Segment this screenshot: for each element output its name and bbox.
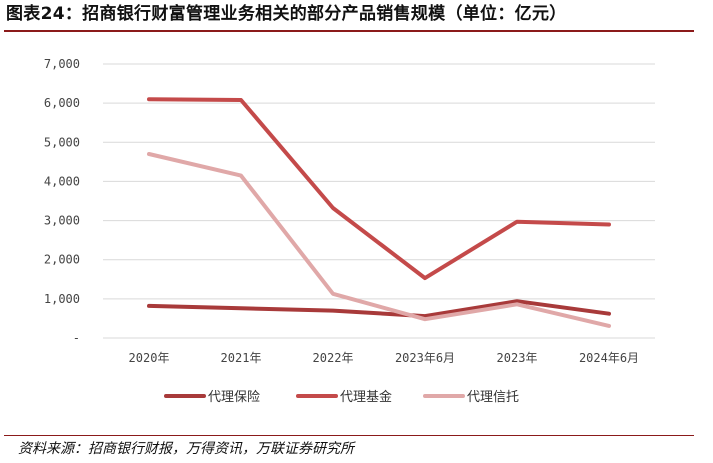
x-tick-label: 2021年 <box>221 351 262 365</box>
legend-label: 代理信托 <box>467 390 519 405</box>
y-tick-label: 4,000 <box>44 174 80 188</box>
title-rule <box>4 30 694 32</box>
y-tick-label: 7,000 <box>44 57 80 71</box>
legend-label: 代理保险 <box>208 390 260 405</box>
x-tick-label: 2023年6月 <box>395 351 455 365</box>
chart-title: 图表24：招商银行财富管理业务相关的部分产品销售规模（单位：亿元） <box>6 4 567 24</box>
series-line <box>147 299 611 319</box>
series-line <box>147 97 611 281</box>
x-tick-label: 2023年 <box>497 351 538 365</box>
source-rule <box>4 435 694 436</box>
x-tick-label: 2024年6月 <box>579 351 639 365</box>
legend-label: 代理基金 <box>340 389 392 405</box>
y-tick-label: 6,000 <box>44 96 80 110</box>
x-tick-label: 2020年 <box>129 351 170 365</box>
y-tick-label: 5,000 <box>44 135 80 149</box>
series-line <box>147 152 611 328</box>
y-tick-label: 3,000 <box>44 214 80 228</box>
source-note: 资料来源：招商银行财报，万得资讯，万联证券研究所 <box>18 441 354 457</box>
y-tick-label: 1,000 <box>44 292 80 306</box>
y-tick-label: 2,000 <box>44 253 80 267</box>
x-tick-label: 2022年 <box>313 351 354 365</box>
y-tick-label: - <box>73 331 80 345</box>
